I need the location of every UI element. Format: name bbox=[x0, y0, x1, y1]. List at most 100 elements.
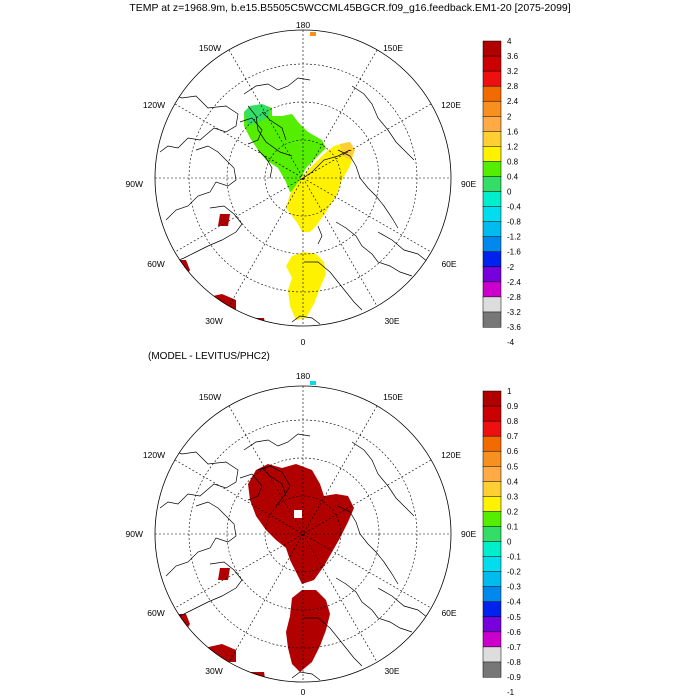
bottom-colorbar-tick-label: -0.1 bbox=[507, 553, 521, 562]
top-colorbar-tick-label: 3.6 bbox=[507, 52, 519, 61]
top-label-30w: 30W bbox=[205, 316, 222, 326]
bottom-colorbar-swatch bbox=[482, 646, 502, 663]
bottom-colorbar-tick-label: 0.4 bbox=[507, 477, 519, 486]
bottom-colorbar-tick-label: 0.2 bbox=[507, 507, 519, 516]
bottom-red-patch-west1 bbox=[172, 614, 190, 634]
bottom-colorbar-tick-label: 0.6 bbox=[507, 447, 519, 456]
bottom-label-60w: 60W bbox=[147, 608, 164, 618]
bottom-label-0: 0 bbox=[301, 687, 306, 697]
top-red-patch-small bbox=[218, 214, 230, 226]
top-colorbar-tick-label: -2.4 bbox=[507, 278, 521, 287]
top-colorbar-tick-label: -1.2 bbox=[507, 233, 521, 242]
bottom-colorbar-tick-label: -0.2 bbox=[507, 568, 521, 577]
top-colorbar-swatch bbox=[482, 191, 502, 208]
bottom-colorbar-swatch bbox=[482, 661, 502, 678]
top-colorbar-tick-label: -2 bbox=[507, 263, 515, 272]
bottom-label-150w: 150W bbox=[199, 392, 221, 402]
top-label-0: 0 bbox=[301, 337, 306, 347]
bottom-colorbar-swatch bbox=[482, 481, 502, 497]
top-colorbar-tick-label: 3.2 bbox=[507, 67, 519, 76]
bottom-colorbar-tick-label: -0.8 bbox=[507, 658, 521, 667]
top-colorbar-tick-label: -0.8 bbox=[507, 218, 521, 227]
top-colorbar-swatch bbox=[482, 55, 502, 72]
bottom-colorbar-tick-label: -1 bbox=[507, 688, 515, 697]
bottom-colorbar-swatch bbox=[482, 526, 502, 543]
bottom-polar-map: 180 0 90W 90E 150W 120W 60W 30W 150E 120… bbox=[126, 371, 477, 697]
bottom-map-border bbox=[154, 385, 452, 683]
bottom-colorbar-swatch bbox=[482, 601, 502, 618]
bottom-colorbar-tick-label: 0.3 bbox=[507, 492, 519, 501]
top-label-120w: 120W bbox=[143, 100, 165, 110]
top-colorbar-swatch bbox=[482, 146, 502, 162]
top-colorbar-swatch bbox=[482, 236, 502, 253]
top-colorbar-tick-label: 4 bbox=[507, 37, 512, 46]
plot-subtitle: (MODEL - LEVITUS/PHC2) bbox=[148, 351, 270, 362]
bottom-label-180: 180 bbox=[296, 371, 310, 381]
top-label-90e: 90E bbox=[461, 179, 476, 189]
top-colorbar-tick-label: -0.4 bbox=[507, 203, 521, 212]
top-colorbar: 4 3.6 3.2 2.8 2.4 2 1.6 1.2 0.8 0.4 0 -0.4 -0.8 -1.2 -… bbox=[482, 37, 521, 347]
top-colorbar-tick-label: 2 bbox=[507, 112, 512, 121]
bottom-label-30w: 30W bbox=[205, 666, 222, 676]
bottom-colorbar-swatch bbox=[482, 616, 502, 633]
bottom-colorbar-swatch bbox=[482, 435, 502, 452]
bottom-label-30e: 30E bbox=[384, 666, 399, 676]
bottom-colorbar-tick-label: -0.7 bbox=[507, 643, 521, 652]
bottom-colorbar-tick-label: -0.5 bbox=[507, 613, 521, 622]
top-colorbar-swatch bbox=[482, 116, 502, 132]
top-colorbar-swatch bbox=[482, 281, 502, 298]
top-colorbar-swatch bbox=[482, 161, 502, 178]
top-label-180: 180 bbox=[296, 20, 310, 30]
top-colorbar-tick-label: 2.8 bbox=[507, 82, 519, 91]
top-yellow-lower bbox=[286, 252, 326, 320]
top-label-60e: 60E bbox=[441, 259, 456, 269]
bottom-colorbar-swatch bbox=[482, 405, 502, 422]
top-yellow-region bbox=[286, 142, 354, 232]
bottom-colorbar: 1 0.9 0.8 0.7 0.6 0.5 0.4 0.3 0.2 0.1 0 -0.1 -0.2 -0.… bbox=[482, 387, 521, 697]
bottom-colorbar-swatch bbox=[482, 420, 502, 437]
bottom-red-patch-small bbox=[218, 568, 230, 580]
bottom-colorbar-tick-label: 0.5 bbox=[507, 462, 519, 471]
bottom-colorbar-tick-label: 0.7 bbox=[507, 432, 519, 441]
top-colorbar-swatch bbox=[482, 221, 502, 238]
top-orange-dot bbox=[310, 32, 316, 36]
bottom-colorbar-swatch bbox=[482, 541, 502, 558]
bottom-red-region-main bbox=[248, 464, 354, 584]
bottom-colorbar-tick-label: 1 bbox=[507, 387, 512, 396]
bottom-colorbar-tick-label: -0.4 bbox=[507, 598, 521, 607]
bottom-colorbar-swatch bbox=[482, 571, 502, 588]
bottom-label-90w: 90W bbox=[126, 529, 143, 539]
top-label-90w: 90W bbox=[126, 179, 143, 189]
bottom-cyan-dot bbox=[310, 381, 316, 385]
top-polar-map: 180 0 90W 90E 150W 120W 60W 30W 150E 120… bbox=[126, 20, 477, 347]
top-colorbar-swatch bbox=[482, 251, 502, 268]
bottom-red-patch-south bbox=[240, 672, 266, 682]
bottom-label-150e: 150E bbox=[383, 392, 403, 402]
bottom-colorbar-swatch bbox=[482, 556, 502, 573]
bottom-graticule bbox=[155, 386, 451, 682]
bottom-colorbar-swatch bbox=[482, 511, 502, 528]
bottom-red-region-lower bbox=[286, 590, 330, 672]
top-colorbar-swatch bbox=[482, 311, 502, 328]
bottom-colorbar-swatch bbox=[482, 586, 502, 603]
top-colorbar-swatch bbox=[482, 266, 502, 283]
top-colorbar-tick-label: 2.4 bbox=[507, 97, 519, 106]
top-label-60w: 60W bbox=[147, 259, 164, 269]
top-label-30e: 30E bbox=[384, 316, 399, 326]
top-label-150w: 150W bbox=[199, 43, 221, 53]
bottom-colorbar-tick-label: 0.8 bbox=[507, 417, 519, 426]
bottom-colorbar-swatch bbox=[482, 450, 502, 467]
top-colorbar-swatch bbox=[482, 85, 502, 102]
top-colorbar-tick-label: 0.4 bbox=[507, 172, 519, 181]
bottom-colorbar-tick-label: -0.9 bbox=[507, 673, 521, 682]
top-colorbar-tick-label: -1.6 bbox=[507, 248, 521, 257]
bottom-colorbar-tick-label: 0.1 bbox=[507, 522, 519, 531]
top-colorbar-swatch bbox=[482, 296, 502, 313]
bottom-label-120e: 120E bbox=[441, 450, 461, 460]
top-colorbar-tick-label: 1.2 bbox=[507, 142, 519, 151]
top-green-region bbox=[244, 104, 326, 192]
bottom-red-patch-west2 bbox=[204, 644, 236, 662]
plot-title: TEMP at z=1968.9m, b.e15.B5505C5WCCML45B… bbox=[129, 2, 571, 14]
top-colorbar-swatch bbox=[482, 100, 502, 117]
